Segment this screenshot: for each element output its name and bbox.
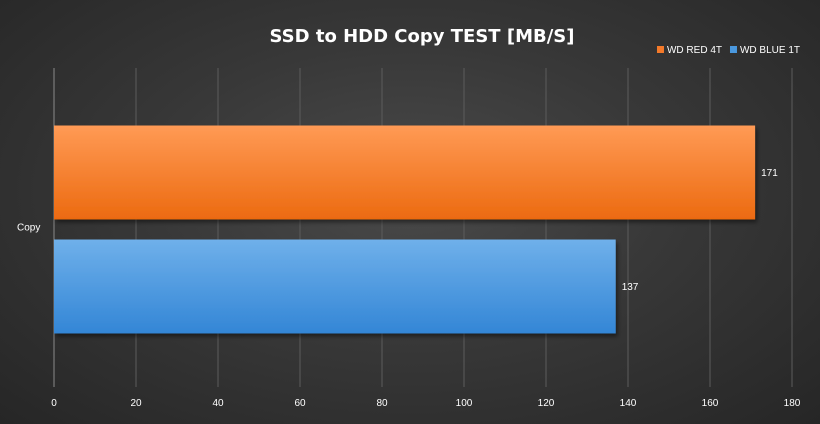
legend-swatch (729, 46, 737, 53)
bar-wd-blue-1t (54, 239, 616, 334)
x-tick-label: 180 (784, 398, 801, 409)
legend-item: WD RED 4T (656, 45, 722, 56)
data-label: 171 (761, 168, 778, 179)
x-tick-label: 80 (376, 398, 388, 409)
gridlines (53, 68, 793, 387)
x-tick-label: 120 (538, 398, 555, 409)
data-label: 137 (622, 282, 639, 293)
x-axis-ticks: 0 20 40 60 80 100 120 140 160 180 (51, 398, 801, 409)
legend-item: WD BLUE 1T (729, 45, 800, 56)
legend-label: WD BLUE 1T (740, 45, 800, 56)
x-tick-label: 60 (294, 398, 306, 409)
legend-label: WD RED 4T (667, 45, 722, 56)
category-label: Copy (17, 223, 40, 234)
x-tick-label: 160 (702, 398, 719, 409)
data-labels: 171 137 (622, 168, 779, 293)
x-tick-label: 0 (51, 398, 57, 409)
legend: WD RED 4T WD BLUE 1T (656, 45, 800, 56)
bar-wd-red-4t (54, 125, 756, 220)
x-tick-label: 140 (620, 398, 637, 409)
category-labels: Copy (17, 223, 40, 234)
legend-swatch (656, 46, 664, 53)
x-tick-label: 20 (130, 398, 142, 409)
x-tick-label: 40 (212, 398, 224, 409)
chart-title: SSD to HDD Copy TEST [MB/S] (270, 26, 575, 47)
x-tick-label: 100 (456, 398, 473, 409)
bars (54, 125, 756, 334)
